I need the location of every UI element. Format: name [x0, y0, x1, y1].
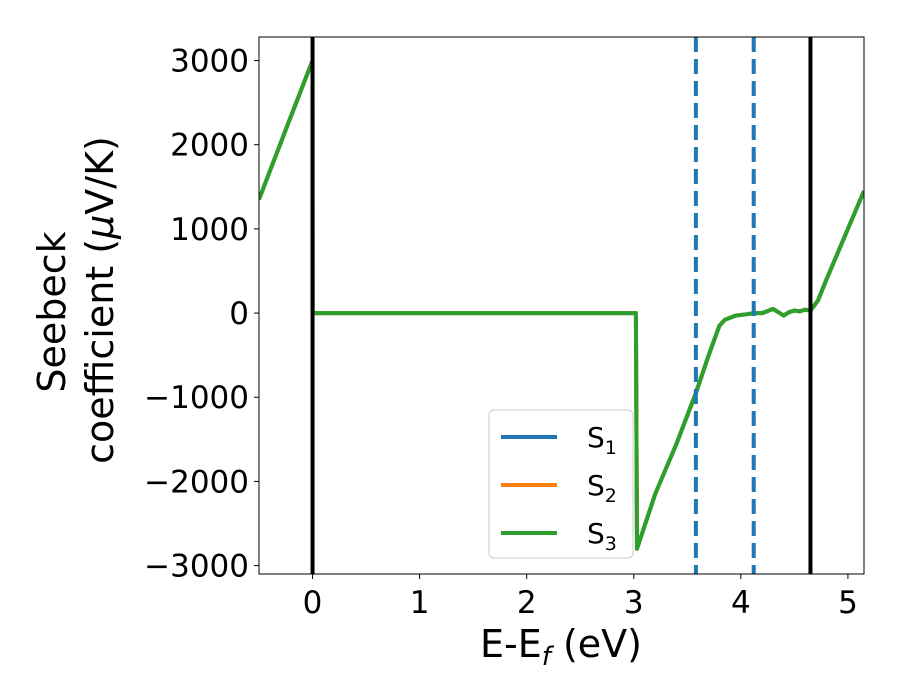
x-tick-label: 0 — [303, 585, 323, 621]
tick-labels: 0 1 2 3 4 5 −3000 −2000 −1000 0 1000 2000 3000 — [144, 44, 858, 621]
x-axis-label: E-Ef (eV) — [480, 622, 642, 672]
x-tick-label: 1 — [410, 585, 430, 621]
series-line-s3 — [259, 58, 864, 551]
y-tick-label: −3000 — [144, 549, 249, 585]
axes-frame — [258, 36, 865, 575]
y-axis-label-line1: Seebeck — [30, 231, 74, 392]
legend: S1 S2 S3 — [488, 409, 634, 559]
y-tick-label: 0 — [229, 296, 249, 332]
x-tick-label: 4 — [731, 585, 751, 621]
legend-box — [488, 409, 634, 559]
series-lines — [259, 58, 864, 551]
y-tick-label: 2000 — [170, 128, 249, 164]
y-axis-label: Seebeck coefficient (μV/K) — [30, 136, 122, 464]
x-tick-label: 3 — [624, 585, 644, 621]
legend-label: S3 — [587, 517, 617, 555]
vertical-reference-lines — [310, 37, 813, 574]
y-tick-label: 1000 — [170, 212, 249, 248]
y-tick-label: 3000 — [170, 44, 249, 80]
x-tick-label: 2 — [517, 585, 537, 621]
axes — [258, 36, 865, 575]
legend-label: S1 — [587, 421, 617, 459]
y-tick-label: −1000 — [144, 380, 249, 416]
x-tick-label: 5 — [838, 585, 858, 621]
y-axis-label-line2: coefficient (μV/K) — [78, 136, 122, 464]
y-tick-label: −2000 — [144, 464, 249, 500]
legend-label: S2 — [587, 469, 617, 507]
